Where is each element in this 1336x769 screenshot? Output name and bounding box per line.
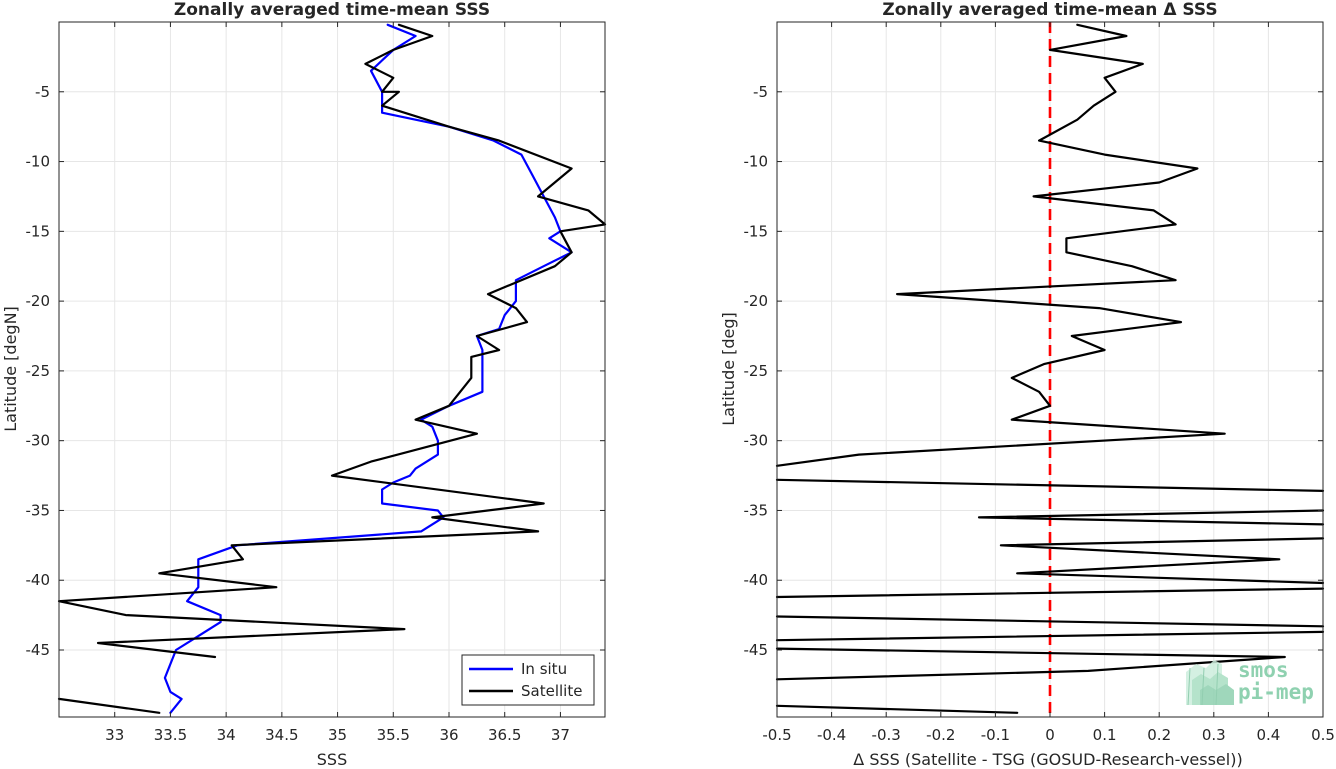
right-y-tick-label: -45	[744, 641, 769, 659]
right-y-tick-label: -15	[744, 222, 769, 240]
right-x-tick-label: 0.4	[1256, 726, 1280, 744]
right-y-tick-label: -20	[744, 292, 769, 310]
left-y-tick-label: -45	[26, 641, 51, 659]
right-ticks: -0.5 -0.4 -0.3 -0.2 -0.1 0 0.1 0.2 0.3 0.4 0.5 -5 -1…	[744, 22, 1335, 744]
left-panel: 33 33.5 34 34.5 35 35.5 36 36.5 37 -5 -10 -15 -20 -25…	[1, 0, 607, 769]
right-x-tick-label: -0.3	[872, 726, 901, 744]
legend-label-satellite: Satellite	[521, 682, 582, 700]
right-series-line-segment-4	[775, 587, 1325, 599]
left-x-tick-label: 35	[328, 726, 347, 744]
left-series-line-segment-2	[57, 697, 161, 714]
right-y-axis-label: Latitude [deg]	[719, 312, 738, 426]
left-x-tick-label: 36	[439, 726, 458, 744]
right-y-tick-label: -5	[753, 83, 768, 101]
left-grid	[59, 22, 605, 717]
right-x-tick-label: 0.1	[1093, 726, 1117, 744]
right-series-line-segment-7	[775, 647, 1286, 681]
legend: In situ Satellite	[461, 654, 595, 706]
left-x-tick-label: 33.5	[154, 726, 187, 744]
left-y-tick-label: -15	[26, 222, 51, 240]
left-plot-frame	[58, 21, 606, 718]
right-series-line-segment-6	[775, 630, 1325, 642]
right-series-line-segment-2	[977, 509, 1325, 526]
right-series-line-segment-8	[775, 704, 1019, 714]
right-y-tick-label: -40	[744, 571, 769, 589]
left-y-tick-label: -40	[26, 571, 51, 589]
left-y-tick-label: -10	[26, 153, 51, 171]
legend-label-in-situ: In situ	[521, 660, 567, 678]
right-x-tick-label: -0.2	[926, 726, 955, 744]
legend-box	[461, 654, 595, 706]
logo-text-smos: smos	[1238, 658, 1289, 682]
right-x-tick-label: 0.5	[1311, 726, 1335, 744]
right-chart-title: Zonally averaged time-mean Δ SSS	[882, 0, 1217, 20]
smos-pi-mep-logo: smos pi-mep	[1186, 658, 1314, 706]
left-y-tick-label: -25	[26, 362, 51, 380]
right-x-tick-label: 0	[1045, 726, 1055, 744]
right-series-line-segment-3	[999, 537, 1325, 585]
right-x-tick-label: -0.1	[981, 726, 1010, 744]
left-x-tick-label: 35.5	[377, 726, 410, 744]
right-y-tick-label: -10	[744, 153, 769, 171]
right-panel: -0.5 -0.4 -0.3 -0.2 -0.1 0 0.1 0.2 0.3 0.4 0.5 -5 -1…	[719, 0, 1335, 769]
right-series	[775, 23, 1325, 714]
left-x-tick-label: 36.5	[488, 726, 521, 744]
left-y-tick-label: -30	[26, 432, 51, 450]
right-x-tick-label: 0.2	[1147, 726, 1171, 744]
left-x-tick-label: 33	[105, 726, 124, 744]
right-y-tick-label: -35	[744, 501, 769, 519]
right-x-axis-label: Δ SSS (Satellite - TSG (GOSUD-Research-v…	[853, 750, 1242, 769]
left-ticks: 33 33.5 34 34.5 35 35.5 36 36.5 37 -5 -10 -15 -20 -25…	[26, 22, 605, 744]
right-series-line-segment-1	[775, 478, 1325, 492]
left-x-tick-label: 34.5	[265, 726, 298, 744]
left-x-axis-label: SSS	[317, 750, 347, 769]
right-y-tick-label: -25	[744, 362, 769, 380]
logo-glyph	[1186, 660, 1234, 706]
logo-text-pi-mep: pi-mep	[1238, 680, 1314, 704]
right-x-tick-label: -0.4	[817, 726, 846, 744]
left-y-tick-label: -20	[26, 292, 51, 310]
left-y-tick-label: -35	[26, 501, 51, 519]
left-plot-area	[59, 22, 605, 717]
right-y-tick-label: -30	[744, 432, 769, 450]
right-x-tick-label: 0.3	[1202, 726, 1226, 744]
left-x-tick-label: 37	[551, 726, 570, 744]
left-x-tick-label: 34	[217, 726, 236, 744]
right-series-line-segment-0	[775, 23, 1226, 467]
left-chart-title: Zonally averaged time-mean SSS	[174, 0, 490, 20]
left-series-line-satellite	[57, 23, 607, 659]
right-series-line-segment-5	[775, 615, 1325, 628]
left-series	[57, 23, 607, 714]
left-y-axis-label: Latitude [degN]	[1, 306, 20, 432]
left-y-tick-label: -5	[35, 83, 50, 101]
right-x-tick-label: -0.5	[762, 726, 791, 744]
